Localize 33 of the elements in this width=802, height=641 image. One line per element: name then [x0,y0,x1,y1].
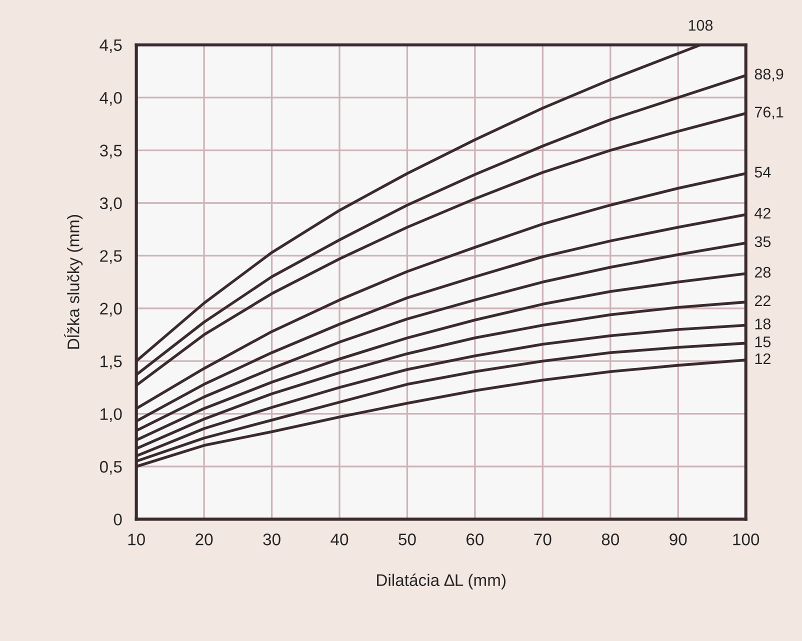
y-tick-label: 4,0 [100,92,122,106]
x-tick-label: 30 [263,534,280,546]
y-tick-label: 0 [114,514,122,526]
x-tick-label: 20 [196,534,213,546]
y-tick-label: 0,5 [100,460,122,475]
x-tick-label: 60 [466,534,484,546]
series-label: 76,1 [754,106,784,120]
series-label: 42 [754,208,770,219]
x-tick-label: 100 [733,534,760,546]
x-tick-label: 50 [398,534,416,546]
x-tick-label: 40 [330,534,348,546]
series-label: 22 [754,295,770,306]
series-label: 15 [755,336,771,348]
y-tick-label: 3,0 [100,197,122,212]
x-tick-label: 70 [534,534,552,546]
y-axis-title: Dĺžka slučky (mm) [64,215,83,349]
series-label: 88,9 [754,68,784,82]
series-label: 12 [755,353,770,364]
series-label: 108 [688,20,713,31]
y-tick-label: 2,0 [100,302,122,317]
y-tick-label: 3,5 [100,144,122,158]
series-label: 28 [754,266,771,278]
series-label: 18 [755,318,771,330]
y-tick-label: 1,0 [100,408,122,422]
y-tick-label: 2,5 [100,250,122,264]
x-axis-title: Dilatácia ∆L (mm) [377,574,506,590]
x-tick-label: 80 [602,534,620,546]
x-tick-label: 90 [670,534,687,546]
series-label: 54 [754,166,771,178]
series-label: 35 [754,236,771,248]
y-tick-label: 4,5 [100,39,122,54]
y-tick-label: 1,5 [100,356,122,370]
x-tick-label: 10 [128,534,145,546]
